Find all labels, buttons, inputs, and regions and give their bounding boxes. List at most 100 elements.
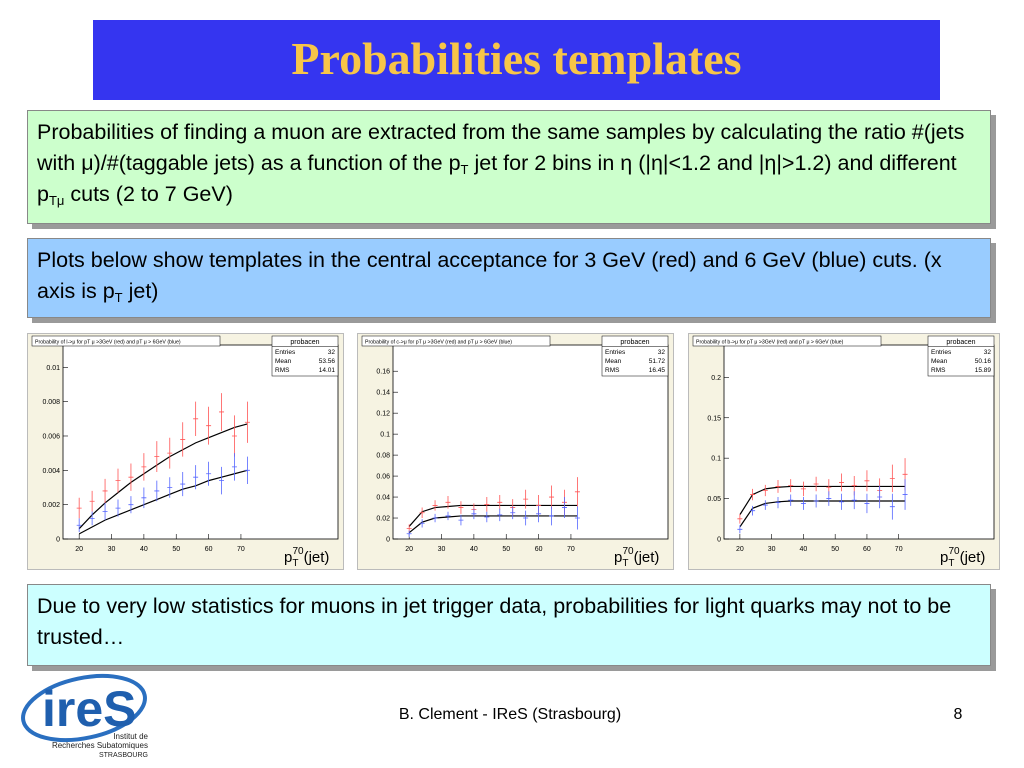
stats-name: probacen xyxy=(620,339,649,346)
error-bar-point xyxy=(549,506,555,526)
error-bar-point xyxy=(458,501,464,514)
error-bar-point xyxy=(193,401,199,436)
fit-curve xyxy=(408,504,578,527)
stats-label: Mean xyxy=(605,358,622,365)
x-axis-label-part: 70 xyxy=(622,546,634,557)
error-bar-point xyxy=(406,530,412,537)
error-bar-point xyxy=(775,479,781,493)
text: Probabilities of finding a muon are extr… xyxy=(37,120,965,175)
x-axis-label-part: 70 xyxy=(948,546,960,557)
y-tick-label: 0.02 xyxy=(376,516,390,523)
y-tick-label: 0.14 xyxy=(376,390,390,397)
text: η xyxy=(764,151,777,175)
text: η xyxy=(650,151,663,175)
text: |<1.2 and | xyxy=(662,151,765,175)
subscript: T xyxy=(460,162,469,177)
subscript: Tμ xyxy=(48,193,65,208)
text: Due to very low statistics for muons in … xyxy=(37,594,952,649)
error-bar-point xyxy=(523,510,529,526)
x-tick-label: 50 xyxy=(172,546,180,553)
stats-box xyxy=(927,335,995,377)
error-bar-point xyxy=(549,485,555,509)
error-bar-point xyxy=(89,490,95,512)
title-box xyxy=(361,335,551,347)
title-box xyxy=(31,335,221,347)
error-bar-point xyxy=(877,485,883,509)
text: jet for 2 bins in xyxy=(468,151,621,175)
error-bar-point xyxy=(244,456,250,485)
stats-label: RMS xyxy=(605,367,620,374)
plot-title: Probability of b->μ for pT μ >3GeV (red)… xyxy=(696,340,844,346)
plot: 0 0.002 0.004 0.006 0.008 0.01 20 30 40 50 60 70 Pro… xyxy=(27,333,344,570)
error-bar-point xyxy=(762,500,768,510)
logo-line: STRASBOURG xyxy=(99,752,148,759)
y-tick-label: 0.16 xyxy=(376,369,390,376)
error-bar-point xyxy=(750,488,756,501)
plot: 0 0.02 0.04 0.06 0.08 0.1 0.12 0.14 0.16 20 30 40 50… xyxy=(357,333,674,570)
text: μ xyxy=(81,151,94,175)
y-tick-label: 0.15 xyxy=(707,415,721,422)
error-bar-point xyxy=(788,494,794,506)
error-bar-point xyxy=(800,496,806,510)
logo-swoosh xyxy=(21,673,147,743)
error-bar-point xyxy=(154,441,160,473)
y-tick-label: 0.2 xyxy=(711,375,721,382)
stats-value: 32 xyxy=(984,349,992,356)
stats-value: 53.56 xyxy=(319,358,336,365)
error-bar-point xyxy=(737,525,743,534)
y-tick-label: 0.01 xyxy=(46,365,60,372)
stats-label: Mean xyxy=(275,358,292,365)
error-bar-point xyxy=(788,479,794,493)
error-bar-point xyxy=(458,514,464,526)
text-box: Probabilities of finding a muon are extr… xyxy=(27,110,991,224)
x-tick-label: 60 xyxy=(535,546,543,553)
error-bar-point xyxy=(76,518,82,533)
x-axis-label-part: (jet) xyxy=(960,549,986,566)
stats-label: Entries xyxy=(605,349,626,356)
text: (| xyxy=(632,151,651,175)
error-bar-point xyxy=(154,480,160,502)
x-tick-label: 60 xyxy=(863,546,871,553)
y-tick-label: 0 xyxy=(56,537,60,544)
x-axis-label-part: 70 xyxy=(292,546,304,557)
x-tick-label: 40 xyxy=(470,546,478,553)
error-bar-point xyxy=(574,506,580,530)
y-tick-label: 0.006 xyxy=(42,433,60,440)
error-bar-point xyxy=(128,463,134,491)
x-tick-label: 30 xyxy=(768,546,776,553)
stats-box xyxy=(271,335,339,377)
error-bar-point xyxy=(864,470,870,492)
stats-value: 32 xyxy=(658,349,666,356)
y-tick-label: 0 xyxy=(386,537,390,544)
y-tick-label: 0.002 xyxy=(42,502,60,509)
error-bar-point xyxy=(775,496,781,509)
plot-title: Probability of c->μ for pT μ >3GeV (red)… xyxy=(365,340,512,346)
error-bar-point xyxy=(839,473,845,492)
stats-value: 15.89 xyxy=(975,367,992,374)
x-axis-label-part: (jet) xyxy=(634,549,660,566)
error-bar-point xyxy=(419,507,425,519)
stats-value: 32 xyxy=(328,349,336,356)
stats-label: Mean xyxy=(931,358,948,365)
error-bar-point xyxy=(484,497,490,512)
plot: 0 0.05 0.1 0.15 0.2 20 30 40 50 60 70 Probability o… xyxy=(688,333,1000,570)
y-tick-label: 0.1 xyxy=(380,432,390,439)
y-tick-label: 0.04 xyxy=(376,495,390,502)
error-bar-point xyxy=(851,491,857,510)
error-bar-point xyxy=(813,494,819,508)
error-bar-point xyxy=(141,453,147,481)
error-bar-point xyxy=(497,494,503,510)
x-tick-label: 30 xyxy=(108,546,116,553)
error-bar-point xyxy=(889,464,895,493)
x-axis-label: pT70(jet) xyxy=(940,546,985,569)
y-tick-label: 0.004 xyxy=(42,468,60,475)
x-tick-label: 40 xyxy=(140,546,148,553)
stats-label: RMS xyxy=(275,367,290,374)
x-tick-label: 20 xyxy=(736,546,744,553)
error-bar-point xyxy=(128,496,134,514)
error-bar-point xyxy=(445,496,451,509)
y-tick-label: 0.08 xyxy=(376,453,390,460)
footer: B. Clement - IReS (Strasbourg) xyxy=(398,706,622,723)
error-bar-point xyxy=(737,513,743,524)
y-tick-label: 0.008 xyxy=(42,399,60,406)
